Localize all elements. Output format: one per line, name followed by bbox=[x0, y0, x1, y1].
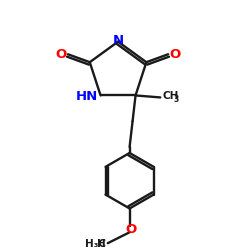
Text: H₃C: H₃C bbox=[85, 239, 106, 249]
Text: O: O bbox=[170, 48, 181, 61]
Text: O: O bbox=[125, 223, 136, 236]
Text: N: N bbox=[112, 34, 124, 47]
Text: 3: 3 bbox=[173, 95, 178, 104]
Text: HN: HN bbox=[75, 90, 98, 103]
Text: H: H bbox=[97, 239, 106, 249]
Text: O: O bbox=[56, 48, 67, 61]
Text: CH: CH bbox=[162, 92, 179, 102]
